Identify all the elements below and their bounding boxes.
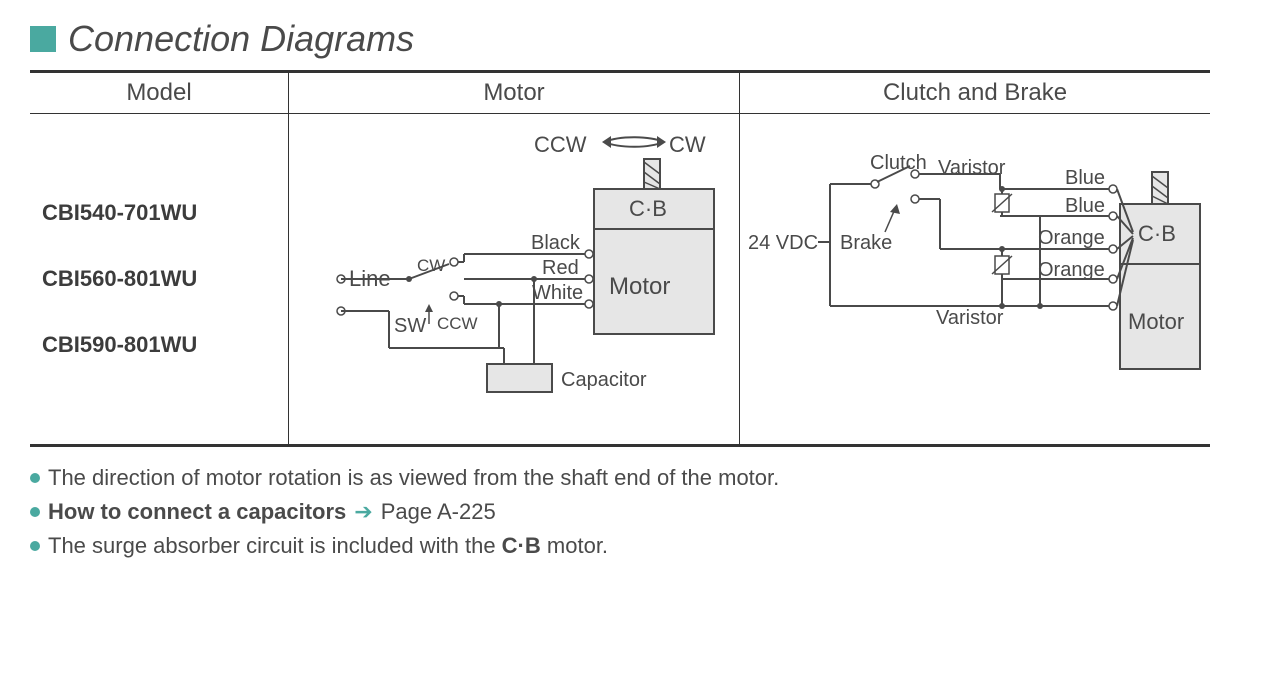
motor-box-label: Motor [1128, 309, 1184, 334]
varistor2-label: Varistor [936, 307, 1004, 329]
blue1-label: Blue [1065, 167, 1105, 189]
motor-label: Motor [609, 273, 670, 300]
title-bullet-icon [30, 26, 56, 52]
page-title-row: Connection Diagrams [30, 18, 1250, 60]
vdc-label: 24 VDC [748, 232, 818, 254]
wire-black: Black [531, 232, 581, 254]
cw-sw-label: CW [417, 256, 445, 275]
ccw-sw-label: CCW [437, 314, 478, 333]
orange1-label: Orange [1038, 227, 1105, 249]
bullet-icon [30, 473, 40, 483]
page-title: Connection Diagrams [68, 18, 414, 60]
brake-label: Brake [840, 232, 892, 254]
note-bold: How to connect a capacitors [48, 495, 346, 529]
cb-box-label: C·B [1138, 221, 1176, 246]
clutch-label: Clutch [870, 152, 927, 174]
cb-label: C·B [629, 196, 667, 221]
varistor1-label: Varistor [938, 157, 1006, 179]
blue2-label: Blue [1065, 195, 1105, 217]
note-row: The surge absorber circuit is included w… [30, 529, 1250, 563]
clutch-brake-diagram: C·B Motor 24 VDC [740, 114, 1210, 444]
ccw-label: CCW [534, 132, 587, 157]
model-list: CBI540-701WU CBI560-801WU CBI590-801WU [30, 114, 288, 444]
note-text: The direction of motor rotation is as vi… [48, 461, 779, 495]
note-row: How to connect a capacitors ➔ Page A-225 [30, 495, 1250, 529]
bullet-icon [30, 507, 40, 517]
header-model: Model [30, 72, 289, 114]
wire-white: White [532, 282, 583, 304]
header-motor: Motor [289, 72, 740, 114]
note-cb-bold: C·B [502, 533, 541, 558]
notes-section: The direction of motor rotation is as vi… [30, 461, 1250, 563]
motor-diagram: C·B Motor CCW CW Black [289, 114, 739, 444]
sw-label: SW [394, 315, 426, 337]
note-page: Page A-225 [381, 495, 496, 529]
capacitor-label: Capacitor [561, 369, 647, 391]
header-cb: Clutch and Brake [740, 72, 1211, 114]
connection-table: Model Motor Clutch and Brake CBI540-701W… [30, 70, 1210, 447]
cw-label: CW [669, 132, 706, 157]
model-item: CBI590-801WU [42, 332, 276, 358]
wire-red: Red [542, 257, 579, 279]
model-item: CBI560-801WU [42, 266, 276, 292]
bullet-icon [30, 541, 40, 551]
note-text-c: motor. [547, 533, 608, 558]
note-text-a: The surge absorber circuit is included w… [48, 533, 502, 558]
note-row: The direction of motor rotation is as vi… [30, 461, 1250, 495]
model-item: CBI540-701WU [42, 200, 276, 226]
orange2-label: Orange [1038, 259, 1105, 281]
arrow-icon: ➔ [354, 495, 372, 529]
